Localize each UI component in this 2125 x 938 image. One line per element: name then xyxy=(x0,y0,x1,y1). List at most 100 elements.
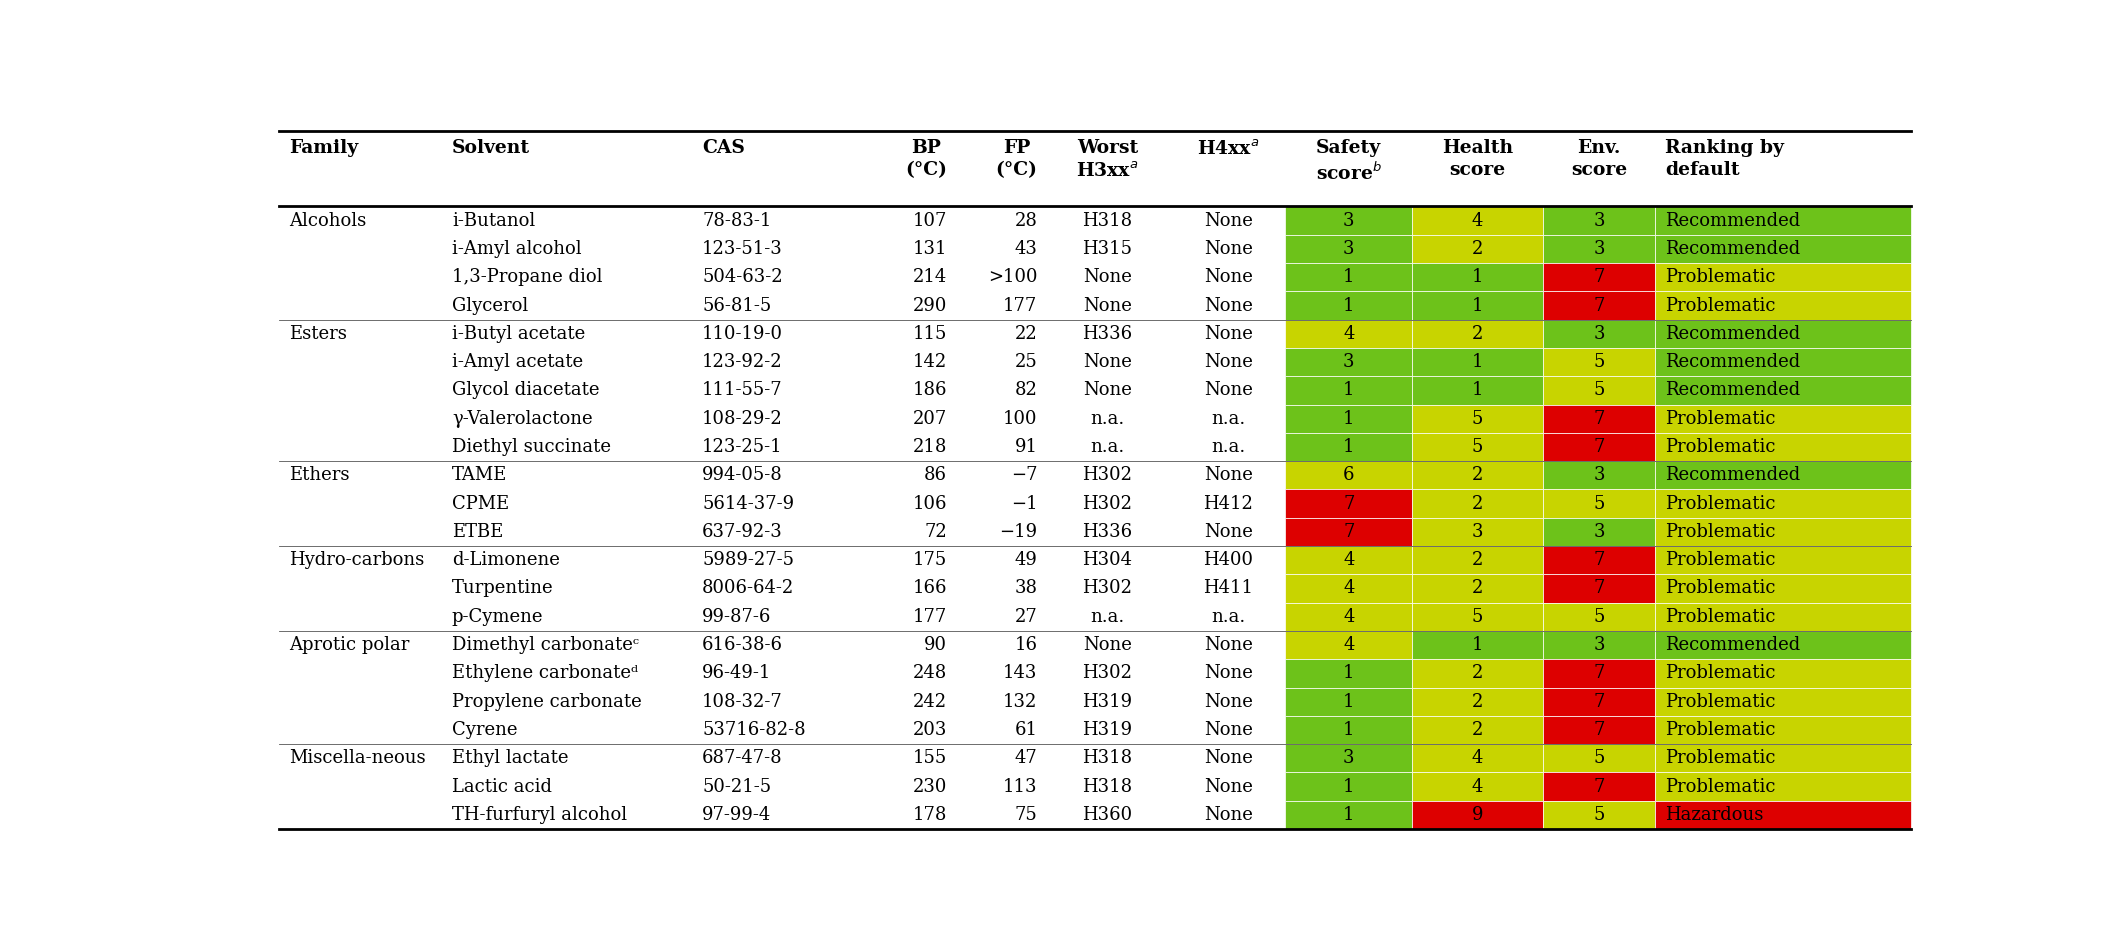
Text: 5: 5 xyxy=(1473,410,1483,428)
Bar xyxy=(1286,631,1413,659)
Text: Recommended: Recommended xyxy=(1666,636,1800,654)
Bar xyxy=(1413,518,1543,546)
Text: 166: 166 xyxy=(912,580,948,598)
Text: 5: 5 xyxy=(1594,353,1604,371)
Text: H302: H302 xyxy=(1082,466,1133,484)
Text: Problematic: Problematic xyxy=(1666,692,1776,711)
Text: 178: 178 xyxy=(912,806,948,824)
Text: CAS: CAS xyxy=(701,139,746,158)
Text: H360: H360 xyxy=(1082,806,1133,824)
Text: Recommended: Recommended xyxy=(1666,353,1800,371)
Text: 203: 203 xyxy=(912,721,948,739)
Bar xyxy=(1543,292,1655,320)
Bar xyxy=(1543,404,1655,432)
Text: None: None xyxy=(1203,325,1252,342)
Text: 61: 61 xyxy=(1014,721,1037,739)
Text: 2: 2 xyxy=(1473,466,1483,484)
Text: 91: 91 xyxy=(1014,438,1037,456)
Text: 7: 7 xyxy=(1594,721,1604,739)
Text: 100: 100 xyxy=(1003,410,1037,428)
Bar xyxy=(1655,744,1910,772)
Text: 155: 155 xyxy=(912,749,948,767)
Bar xyxy=(1543,348,1655,376)
Bar xyxy=(1413,292,1543,320)
Text: TAME: TAME xyxy=(453,466,508,484)
Text: 90: 90 xyxy=(924,636,948,654)
Text: 110-19-0: 110-19-0 xyxy=(701,325,784,342)
Text: 5: 5 xyxy=(1594,494,1604,512)
Text: FP
(°C): FP (°C) xyxy=(997,139,1037,179)
Text: Miscella-neous: Miscella-neous xyxy=(289,749,425,767)
Text: Problematic: Problematic xyxy=(1666,522,1776,541)
Bar xyxy=(1413,574,1543,602)
Bar xyxy=(1655,490,1910,518)
Bar xyxy=(1413,631,1543,659)
Bar xyxy=(1286,461,1413,490)
Text: 38: 38 xyxy=(1014,580,1037,598)
Bar xyxy=(1413,234,1543,263)
Bar xyxy=(1413,376,1543,404)
Text: None: None xyxy=(1203,749,1252,767)
Text: Esters: Esters xyxy=(289,325,346,342)
Text: 27: 27 xyxy=(1016,608,1037,626)
Bar xyxy=(1286,490,1413,518)
Text: H302: H302 xyxy=(1082,664,1133,682)
Bar xyxy=(1286,348,1413,376)
Text: 78-83-1: 78-83-1 xyxy=(701,212,771,230)
Text: Ethers: Ethers xyxy=(289,466,348,484)
Text: None: None xyxy=(1203,636,1252,654)
Text: 111-55-7: 111-55-7 xyxy=(701,382,782,400)
Bar xyxy=(1543,234,1655,263)
Bar xyxy=(1655,263,1910,292)
Text: 1: 1 xyxy=(1343,382,1354,400)
Text: 1: 1 xyxy=(1473,353,1483,371)
Bar xyxy=(1543,206,1655,234)
Text: n.a.: n.a. xyxy=(1211,410,1245,428)
Text: n.a.: n.a. xyxy=(1211,608,1245,626)
Text: 7: 7 xyxy=(1594,410,1604,428)
Text: Aprotic polar: Aprotic polar xyxy=(289,636,408,654)
Bar xyxy=(1543,546,1655,574)
Text: Problematic: Problematic xyxy=(1666,749,1776,767)
Bar xyxy=(1543,263,1655,292)
Text: Ranking by
default: Ranking by default xyxy=(1666,139,1785,179)
Text: 637-92-3: 637-92-3 xyxy=(701,522,782,541)
Text: 113: 113 xyxy=(1003,778,1037,795)
Text: 1: 1 xyxy=(1343,778,1354,795)
Text: 7: 7 xyxy=(1594,552,1604,569)
Text: Env.
score: Env. score xyxy=(1570,139,1628,179)
Text: 4: 4 xyxy=(1343,580,1354,598)
Text: i-Butanol: i-Butanol xyxy=(453,212,536,230)
Text: 214: 214 xyxy=(912,268,948,286)
Text: None: None xyxy=(1203,212,1252,230)
Bar xyxy=(1543,801,1655,829)
Bar xyxy=(1286,744,1413,772)
Text: 132: 132 xyxy=(1003,692,1037,711)
Text: 25: 25 xyxy=(1016,353,1037,371)
Text: 3: 3 xyxy=(1343,212,1354,230)
Text: 28: 28 xyxy=(1014,212,1037,230)
Text: 106: 106 xyxy=(912,494,948,512)
Text: None: None xyxy=(1203,721,1252,739)
Text: d-Limonene: d-Limonene xyxy=(453,552,559,569)
Text: 3: 3 xyxy=(1594,212,1604,230)
Text: 3: 3 xyxy=(1473,522,1483,541)
Text: H315: H315 xyxy=(1082,240,1133,258)
Text: n.a.: n.a. xyxy=(1090,608,1124,626)
Text: 56-81-5: 56-81-5 xyxy=(701,296,771,314)
Text: Propylene carbonate: Propylene carbonate xyxy=(453,692,642,711)
Text: 115: 115 xyxy=(912,325,948,342)
Bar xyxy=(1413,688,1543,716)
Text: H318: H318 xyxy=(1082,212,1133,230)
Text: 108-29-2: 108-29-2 xyxy=(701,410,782,428)
Text: Problematic: Problematic xyxy=(1666,580,1776,598)
Text: Problematic: Problematic xyxy=(1666,778,1776,795)
Text: Worst
H3xx$^{a}$: Worst H3xx$^{a}$ xyxy=(1075,139,1139,180)
Bar xyxy=(1655,234,1910,263)
Text: None: None xyxy=(1203,382,1252,400)
Text: −1: −1 xyxy=(1012,494,1037,512)
Text: 50-21-5: 50-21-5 xyxy=(701,778,771,795)
Text: 123-25-1: 123-25-1 xyxy=(701,438,782,456)
Text: 177: 177 xyxy=(1003,296,1037,314)
Bar xyxy=(1655,461,1910,490)
